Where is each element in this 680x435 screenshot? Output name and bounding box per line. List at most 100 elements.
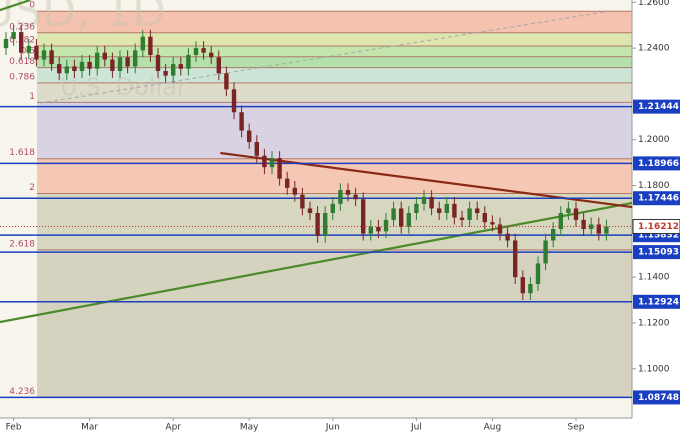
level-label: 1.15093 — [638, 248, 679, 258]
fib-label: 1 — [29, 92, 35, 102]
x-tick-label: Aug — [484, 423, 502, 433]
fib-zone — [37, 56, 632, 68]
candle-body — [558, 213, 563, 230]
candle-body — [155, 54, 161, 72]
candle-body — [224, 73, 229, 90]
candle-body — [566, 208, 571, 214]
candle-body — [368, 226, 373, 234]
current-price-tag — [632, 218, 680, 234]
y-tick-label: 1.2600 — [638, 0, 670, 8]
y-tick-label: 1.2000 — [638, 135, 670, 145]
candle-body — [201, 48, 206, 53]
level-tag — [633, 99, 680, 114]
fib-zone — [37, 158, 632, 194]
x-tick-label: Sep — [568, 423, 585, 433]
y-tick-label: 1.1800 — [638, 181, 670, 191]
candle-body — [231, 89, 237, 113]
candle-body — [34, 45, 39, 60]
level-label: 1.17446 — [638, 194, 679, 204]
current-price-label: 1.16212 — [638, 222, 679, 232]
level-label: 1.18966 — [638, 159, 679, 169]
candle-body — [19, 32, 24, 53]
candle-body — [391, 208, 396, 220]
fib-zone — [37, 193, 632, 250]
candle-body — [596, 224, 601, 234]
fib-zone — [37, 46, 632, 57]
candle-body — [57, 64, 62, 74]
candle-body — [292, 187, 297, 195]
candle-body — [330, 203, 335, 214]
candle-body — [307, 208, 313, 214]
candle-body — [72, 66, 77, 72]
trendline — [40, 11, 605, 104]
candle-body — [102, 52, 107, 60]
candle-body — [421, 196, 427, 204]
fib-label: 0.786 — [9, 72, 35, 82]
fib-zone — [37, 102, 632, 159]
candle-body — [178, 64, 183, 69]
level-label: 1.15832 — [638, 231, 679, 241]
candle-body — [452, 203, 457, 218]
candle-body — [269, 158, 275, 168]
fib-zone — [37, 249, 632, 398]
level-label: 1.12924 — [638, 297, 679, 307]
level-tag — [633, 191, 680, 206]
candle-body — [239, 112, 244, 131]
trendline — [0, 0, 31, 12]
candle-body — [513, 240, 518, 278]
candle-body — [95, 52, 100, 69]
candle-body — [520, 277, 525, 294]
fib-label: 0.618 — [9, 57, 35, 67]
candle-body — [467, 208, 472, 220]
candle-body — [117, 57, 123, 72]
level-tag — [633, 294, 680, 309]
candle-body — [140, 36, 145, 51]
candle-body — [581, 219, 586, 230]
candle-body — [490, 222, 495, 225]
candle-body — [376, 226, 381, 232]
level-tag — [633, 390, 680, 405]
candle-body — [543, 240, 548, 264]
candle-body — [475, 208, 480, 214]
candle-body — [277, 158, 282, 179]
fib-label: 1.618 — [9, 148, 35, 158]
level-label: 1.21444 — [638, 102, 679, 112]
candle-body — [444, 203, 449, 214]
candle-body — [383, 219, 389, 232]
watermark-name: U.S. Dollar — [60, 73, 187, 101]
level-tag — [633, 245, 680, 260]
x-tick-label: Apr — [165, 423, 181, 433]
fib-zone — [37, 32, 632, 47]
candle-body — [353, 194, 358, 200]
candle-body — [11, 32, 16, 39]
fib-zone — [37, 11, 632, 33]
fib-zone — [37, 82, 632, 103]
candle-body — [323, 213, 328, 236]
candle-body — [361, 199, 366, 234]
candle-body — [505, 233, 510, 241]
candle-body — [338, 190, 343, 204]
candle-body — [551, 229, 556, 241]
candle-body — [437, 208, 442, 214]
candle-body — [209, 52, 214, 58]
candle-body — [345, 190, 351, 195]
candle-body — [497, 224, 503, 234]
x-tick-label: Jun — [325, 423, 340, 433]
candle-body — [41, 50, 47, 60]
x-tick-label: Feb — [6, 423, 22, 433]
y-tick-label: 1.2400 — [638, 44, 670, 54]
candle-body — [429, 196, 434, 209]
candle-body — [573, 208, 579, 220]
y-tick-label: 1.1000 — [638, 364, 670, 374]
candle-body — [87, 61, 92, 69]
candle-body — [285, 178, 290, 188]
candle-body — [528, 284, 533, 294]
candle-body — [148, 36, 153, 55]
level-tag — [633, 156, 680, 171]
candle-body — [406, 213, 411, 227]
level-label: 1.08748 — [638, 393, 679, 403]
candle-body — [482, 213, 487, 223]
candle-body — [247, 130, 252, 143]
x-tick-label: May — [240, 423, 259, 433]
